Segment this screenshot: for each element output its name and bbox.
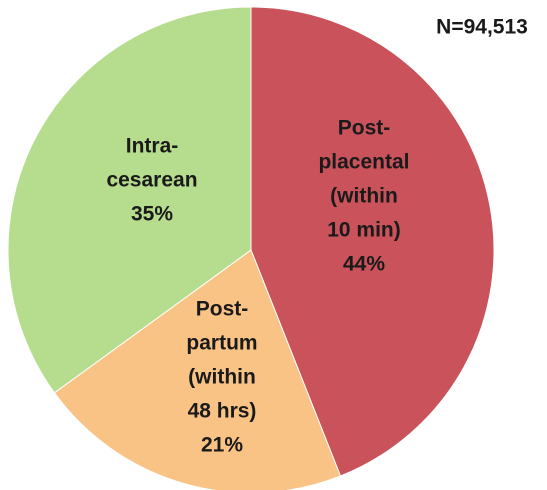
- slice-label: cesarean: [106, 169, 197, 192]
- slice-label: placental: [318, 151, 409, 174]
- value-label: 44%: [343, 253, 385, 276]
- slice-label: partum: [186, 332, 257, 355]
- value-label: 21%: [201, 434, 243, 457]
- pie-slice: [250, 6, 495, 477]
- pie-slice: [7, 6, 252, 394]
- pie-slice: [53, 249, 342, 490]
- value-label: 35%: [131, 203, 173, 226]
- slice-label: (within: [330, 185, 398, 208]
- slice-label: Post-: [338, 117, 391, 140]
- slice-label: Post-: [196, 298, 249, 321]
- slice-label: 48 hrs): [188, 400, 257, 423]
- slice-label: (within: [188, 366, 256, 389]
- slice-label: 10 min): [327, 219, 401, 242]
- slice-label: Intra-: [126, 135, 179, 158]
- annotation: N=94,513: [436, 16, 528, 39]
